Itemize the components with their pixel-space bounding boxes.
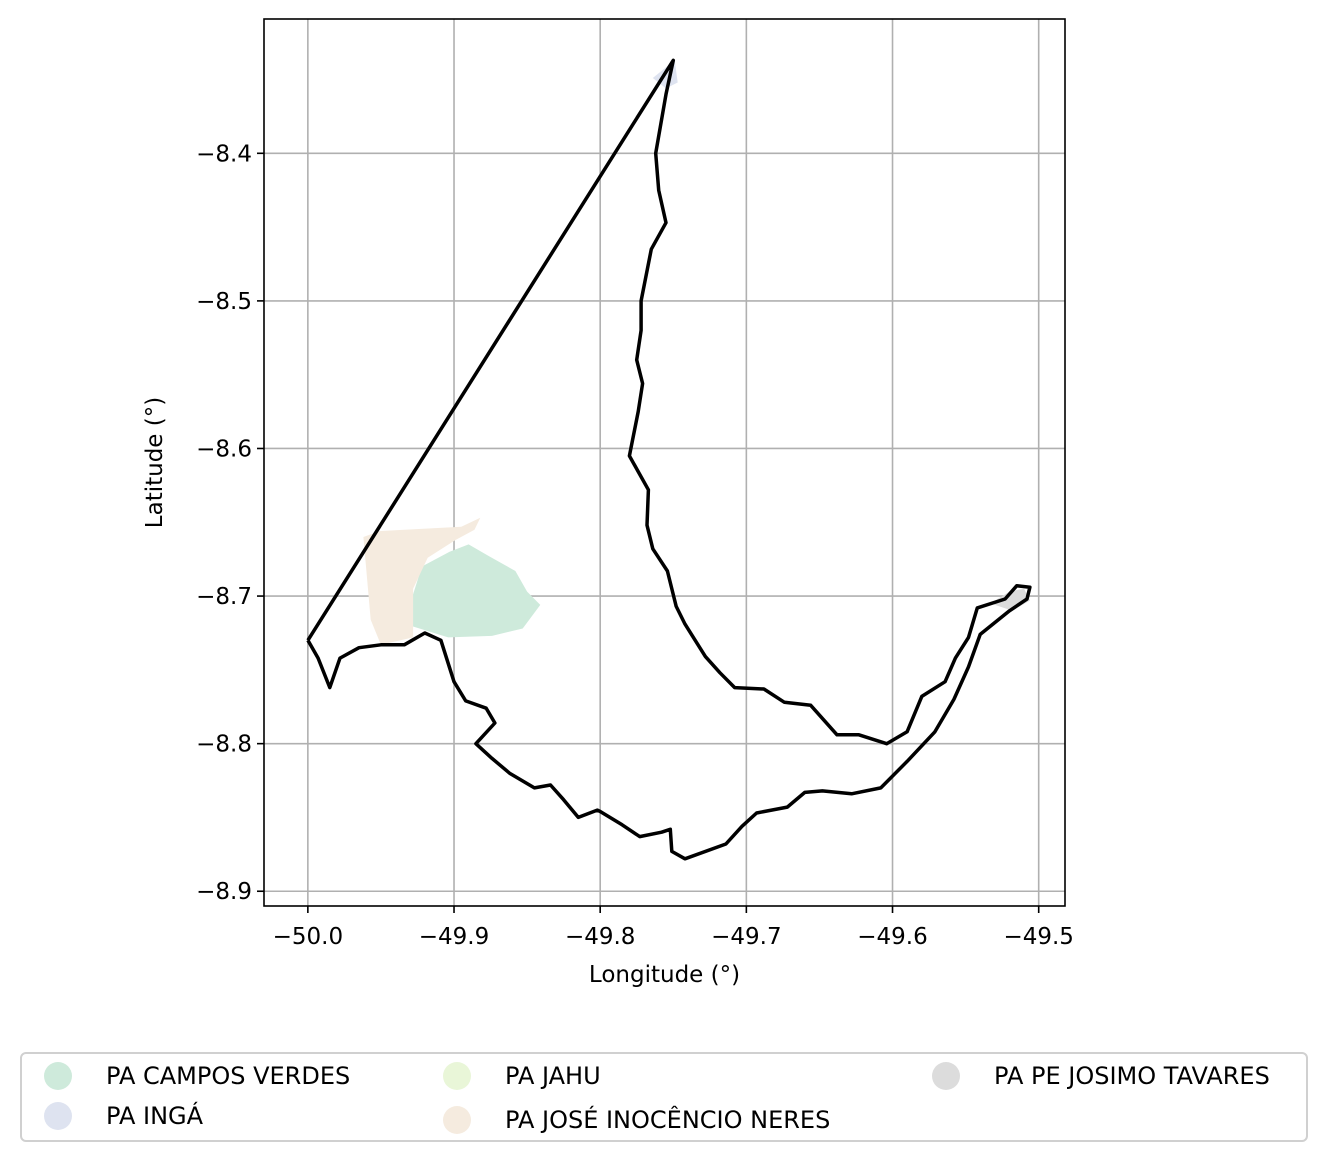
legend-label: PA JOSÉ INOCÊNCIO NERES — [505, 1106, 831, 1134]
y-axis-title: Latitude (°) — [142, 397, 168, 528]
x-tick-label: −49.7 — [711, 924, 781, 950]
legend-label: PA INGÁ — [106, 1102, 204, 1130]
x-tick-label: −50.0 — [273, 924, 343, 950]
legend: PA CAMPOS VERDES PA INGÁ PA JAHU PA JOSÉ… — [20, 1052, 1308, 1142]
y-tick-label: −8.9 — [196, 879, 252, 905]
x-tick-label: −49.8 — [565, 924, 635, 950]
area-pa-jos-inoc-ncio-neres — [363, 517, 481, 645]
legend-item-jose-inocencio-neres: PA JOSÉ INOCÊNCIO NERES — [443, 1102, 830, 1138]
area-pa-campos-verdes — [410, 544, 541, 638]
legend-label: PA CAMPOS VERDES — [106, 1062, 351, 1090]
x-tick-label: −49.5 — [1003, 924, 1073, 950]
boundary-outline — [306, 58, 1032, 861]
boundary-line — [306, 58, 1032, 861]
legend-marker-inga — [44, 1102, 72, 1130]
x-axis-title: Longitude (°) — [589, 962, 740, 988]
x-tick-label: −49.6 — [857, 924, 927, 950]
y-tick-label: −8.5 — [196, 289, 252, 315]
grid-lines — [264, 19, 1065, 906]
y-tick-label: −8.7 — [196, 584, 252, 610]
plot-frame — [263, 18, 1066, 907]
map-figure: −50.0 −49.9 −49.8 −49.7 −49.6 −49.5 −8.4 −8.5 −8… — [142, 18, 1074, 988]
settlement-areas — [363, 60, 1030, 645]
legend-label: PA JAHU — [505, 1062, 601, 1090]
y-tick-label: −8.4 — [196, 141, 252, 167]
axis-ticks: −50.0 −49.9 −49.8 −49.7 −49.6 −49.5 −8.4 −8.5 −8… — [196, 141, 1074, 950]
y-tick-label: −8.8 — [196, 732, 252, 758]
legend-item-pe-josimo-tavares: PA PE JOSIMO TAVARES — [932, 1058, 1270, 1094]
y-tick-label: −8.6 — [196, 436, 252, 462]
x-tick-label: −49.9 — [419, 924, 489, 950]
legend-item-jahu: PA JAHU — [443, 1058, 601, 1094]
legend-marker-jahu — [443, 1062, 471, 1090]
legend-marker-jose-inocencio-neres — [443, 1106, 471, 1134]
legend-label: PA PE JOSIMO TAVARES — [994, 1062, 1270, 1090]
legend-item-inga: PA INGÁ — [44, 1098, 203, 1134]
legend-item-campos-verdes: PA CAMPOS VERDES — [44, 1058, 350, 1094]
legend-marker-pe-josimo-tavares — [932, 1062, 960, 1090]
legend-marker-campos-verdes — [44, 1062, 72, 1090]
